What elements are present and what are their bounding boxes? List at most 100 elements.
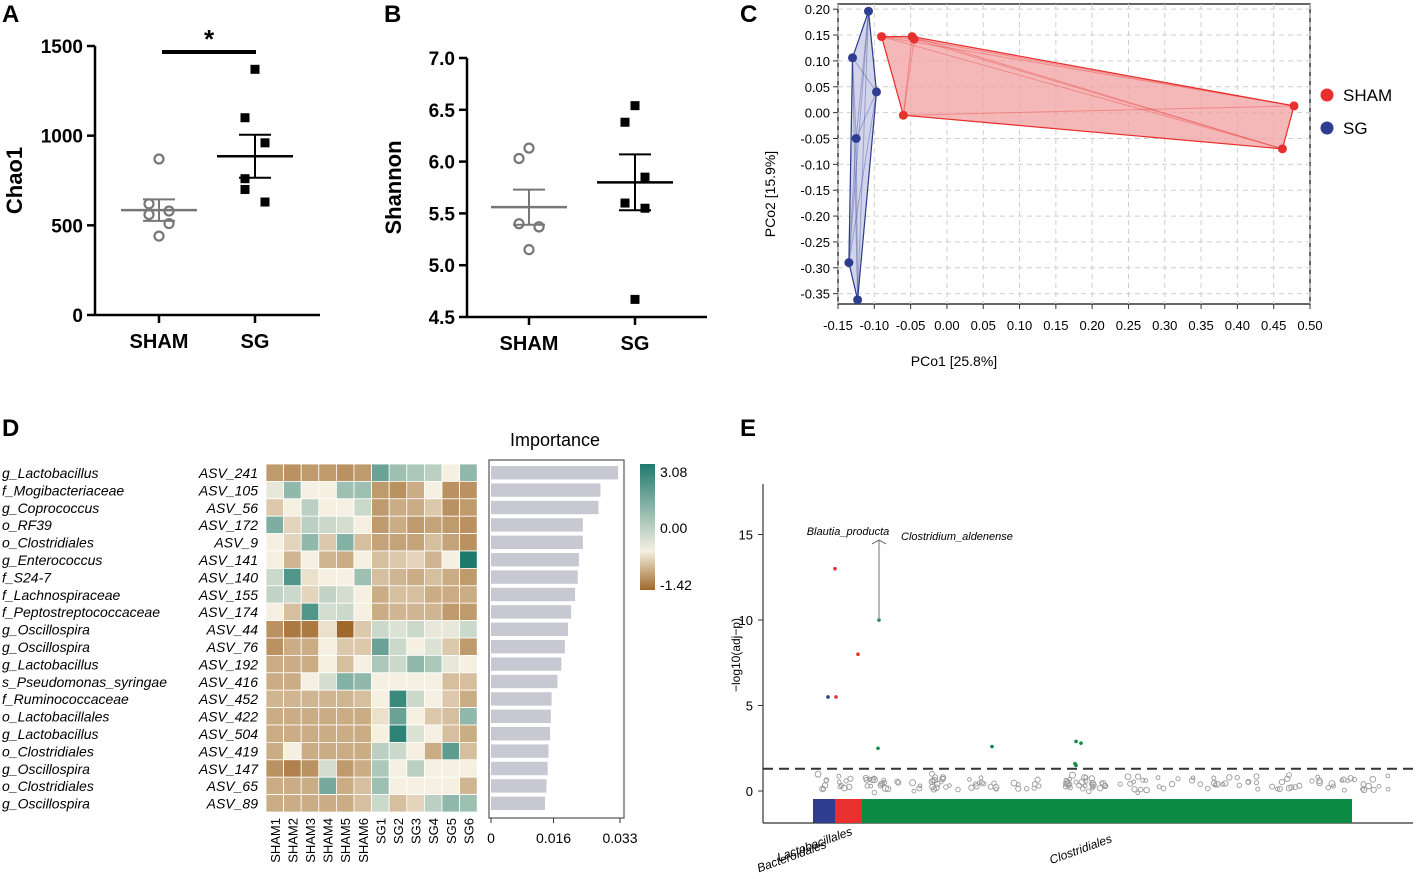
non-significant-point [917, 783, 923, 789]
heatmap-cell [441, 672, 461, 691]
non-significant-point [1253, 773, 1260, 780]
heatmap-cell [423, 707, 443, 726]
heatmap-cell [353, 672, 373, 691]
significant-point [826, 695, 830, 699]
heatmap-cell [283, 689, 302, 709]
heatmap-cell [423, 515, 443, 535]
heatmap-cell [335, 794, 355, 813]
non-significant-point [1155, 775, 1161, 780]
heatmap-cell [423, 463, 443, 482]
hull-edge [902, 36, 913, 116]
y-tick-label: 0.10 [805, 54, 830, 69]
y-tick-label: 500 [51, 216, 83, 237]
row-asv-label: ASV_140 [198, 569, 258, 585]
heatmap-cell [265, 689, 285, 709]
non-significant-point [1156, 784, 1162, 790]
heatmap-cell [335, 480, 355, 500]
row-asv-label: ASV_56 [206, 500, 259, 516]
non-significant-point [1360, 781, 1367, 788]
non-significant-point [1023, 785, 1030, 792]
heatmap-cell [459, 759, 478, 778]
heatmap-cell [353, 724, 373, 743]
heatmap-cell [459, 620, 478, 639]
importance-bar [491, 657, 562, 671]
non-significant-point [1220, 781, 1226, 787]
heatmap-cell [371, 533, 390, 552]
row-taxon-label: g_Oscillospira [2, 622, 90, 638]
heatmap-cell [318, 533, 337, 552]
heatmap-cell [388, 585, 408, 604]
non-significant-point [1031, 781, 1038, 787]
non-significant-point [967, 777, 972, 782]
data-point [513, 152, 525, 165]
non-significant-point [1124, 773, 1132, 780]
non-significant-point [1255, 786, 1261, 792]
heatmap-cell [388, 602, 408, 622]
heatmap-cell [353, 637, 373, 656]
heatmap-cell [441, 498, 461, 517]
heatmap-cell [423, 724, 443, 743]
non-significant-point [1316, 777, 1323, 784]
non-significant-point [1135, 773, 1142, 780]
heatmap-cell [388, 707, 408, 726]
heatmap-cell [371, 776, 390, 796]
row-taxon-label: g_Oscillospira [2, 761, 90, 777]
importance-tick-label: 0 [487, 830, 495, 846]
heatmap-cell [388, 689, 408, 709]
non-significant-point [1370, 786, 1377, 793]
importance-bar [491, 570, 578, 584]
heatmap-cell [283, 533, 302, 552]
heatmap-cell [300, 724, 320, 743]
heatmap-cell [388, 515, 408, 535]
heatmap-cell [265, 620, 285, 639]
hull-edge [1281, 105, 1295, 149]
heatmap-cell [353, 602, 373, 622]
heatmap-cell [441, 742, 461, 761]
data-point [260, 197, 270, 207]
non-significant-point [1034, 776, 1041, 783]
non-significant-point [864, 783, 870, 789]
heatmap-cell [283, 550, 302, 569]
heatmap-cell [283, 724, 302, 743]
heatmap-cell [388, 550, 408, 569]
non-significant-point [1067, 784, 1073, 791]
heatmap-cell [300, 759, 320, 778]
sample-point [1277, 144, 1287, 154]
heatmap-cell [388, 637, 408, 656]
heatmap-cell [335, 498, 355, 517]
non-significant-point [1083, 775, 1089, 781]
y-tick-label: 0.15 [805, 28, 830, 43]
importance-bar [491, 483, 601, 497]
heatmap-cell [423, 637, 443, 656]
importance-bar [491, 709, 551, 723]
row-taxon-label: g_Lactobacillus [2, 465, 99, 481]
heatmap-cell [283, 672, 302, 691]
column-label: SG1 [373, 818, 388, 844]
heatmap-cell [265, 655, 285, 674]
hull-edge [881, 36, 1283, 150]
heatmap-cell [265, 515, 285, 535]
row-taxon-label: o_Clostridiales [2, 535, 94, 551]
non-significant-point [1081, 774, 1088, 781]
heatmap-cell [353, 533, 373, 552]
heatmap-cell [423, 620, 443, 639]
non-significant-point [943, 784, 949, 790]
column-label: SHAM5 [338, 818, 353, 863]
heatmap-cell [423, 742, 443, 761]
heatmap-cell [283, 655, 302, 674]
x-tick-label: 0.45 [1261, 318, 1286, 333]
heatmap-cell [371, 568, 390, 587]
significant-point [834, 695, 838, 699]
importance-bar [491, 500, 599, 515]
non-significant-point [909, 779, 917, 787]
row-taxon-label: o_Clostridiales [2, 778, 94, 794]
heatmap-cell [406, 515, 425, 535]
heatmap-cell [406, 463, 425, 482]
heatmap-cell [371, 689, 390, 709]
heatmap-cell [459, 498, 478, 517]
y-tick-label: 7.0 [429, 49, 455, 70]
non-significant-point [973, 783, 980, 790]
row-asv-label: ASV_192 [198, 656, 258, 672]
group-label: Clostridiales [1048, 831, 1114, 867]
x-tick-label: 0.40 [1225, 318, 1250, 333]
